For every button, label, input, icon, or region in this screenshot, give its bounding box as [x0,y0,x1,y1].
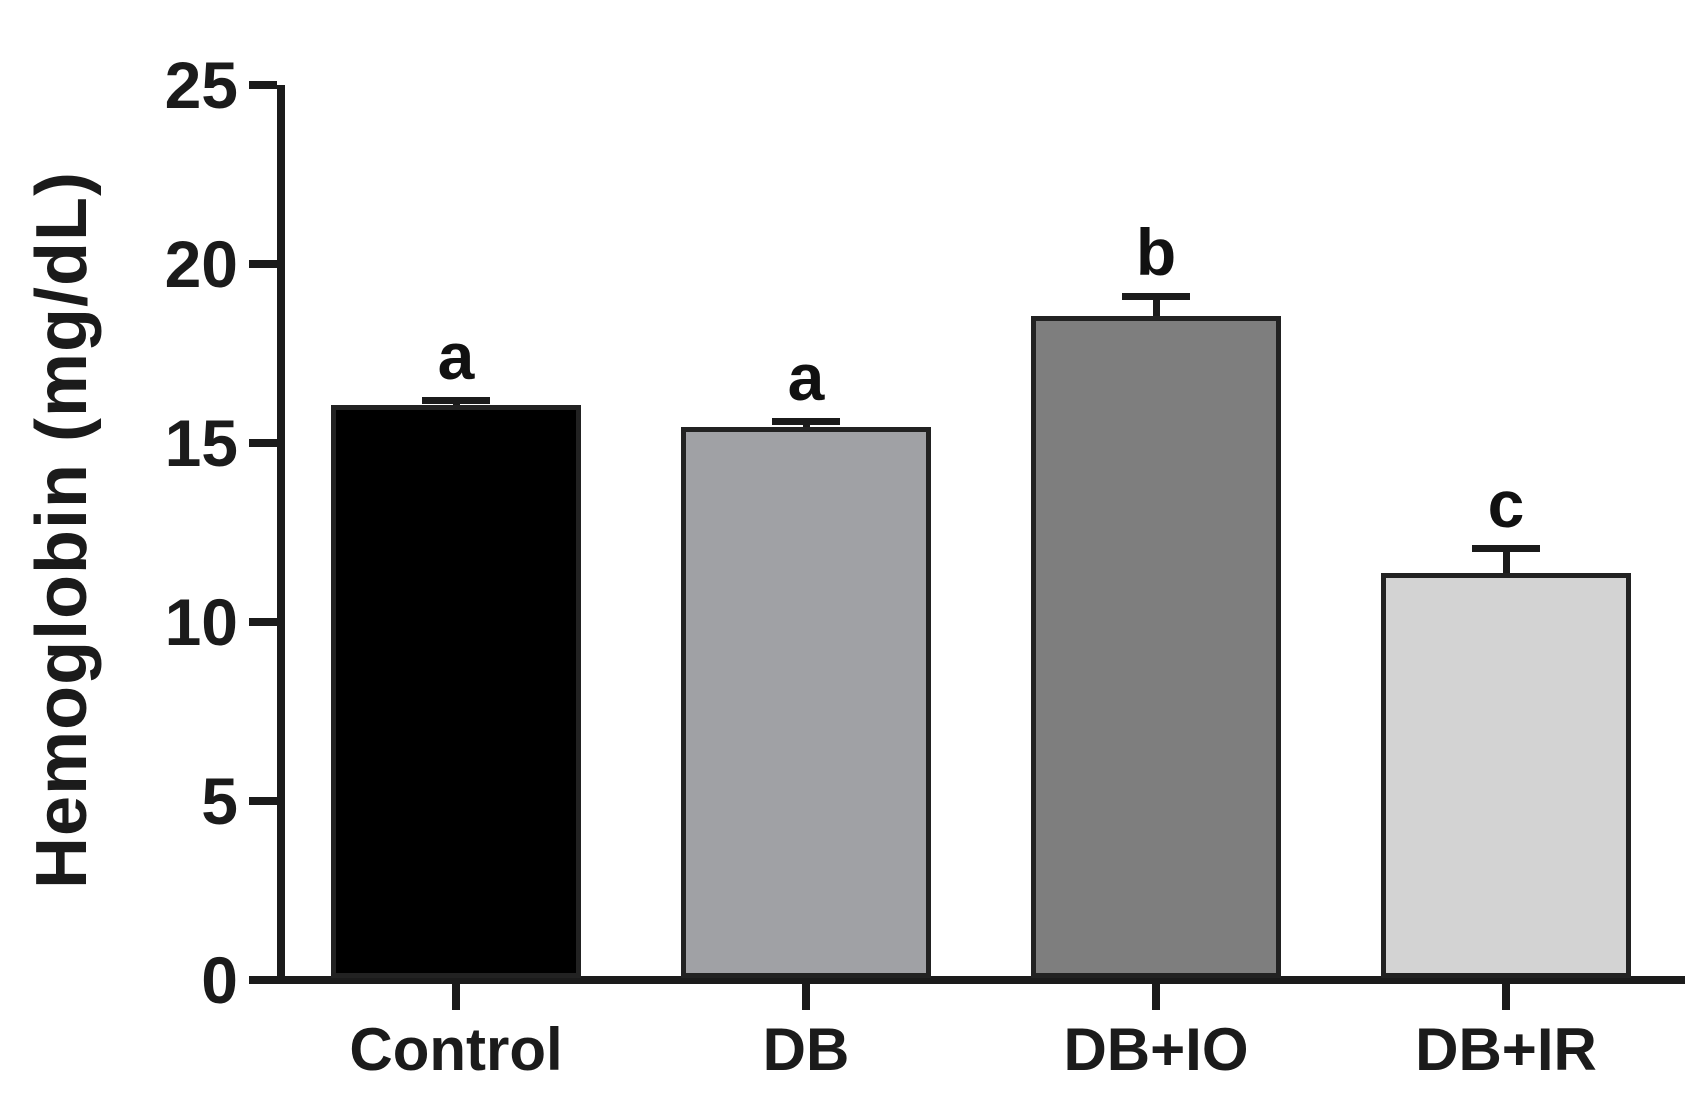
significance-letter: a [787,340,825,415]
y-axis-tick [249,797,277,805]
y-axis-line [277,85,285,984]
x-tick-label: DB+IR [1415,1016,1597,1083]
x-axis-tick [1502,984,1510,1010]
y-tick-label: 5 [201,764,238,838]
bar-db [681,426,931,978]
x-axis-tick [802,984,810,1010]
bar-control [331,405,581,978]
y-axis-tick [249,439,277,447]
y-tick-label: 15 [164,406,238,480]
bar-db-io [1031,315,1281,978]
x-axis-line [277,976,1685,984]
x-axis-tick [1152,984,1160,1010]
y-axis-tick [249,976,277,984]
error-bar-cap [772,418,840,426]
significance-letter: b [1135,215,1177,289]
y-tick-label: 10 [164,585,238,659]
y-tick-label: 25 [164,48,238,122]
y-tick-label: 0 [201,943,238,1017]
y-axis-tick [249,260,277,268]
x-tick-label: DB+IO [1063,1016,1249,1083]
error-bar-cap [1472,545,1540,553]
bar-db-ir [1381,573,1631,978]
significance-letter: c [1487,467,1525,542]
x-tick-label: Control [349,1016,563,1083]
y-axis-tick [249,81,277,89]
y-tick-label: 20 [164,227,238,301]
significance-letter: a [437,318,475,393]
y-axis-tick [249,618,277,626]
error-bar-stem [1503,548,1510,584]
error-bar-cap [1122,293,1190,300]
x-axis-tick [452,984,460,1010]
error-bar-cap [422,396,490,404]
x-tick-label: DB [762,1016,850,1083]
error-bar-stem [1153,296,1160,326]
